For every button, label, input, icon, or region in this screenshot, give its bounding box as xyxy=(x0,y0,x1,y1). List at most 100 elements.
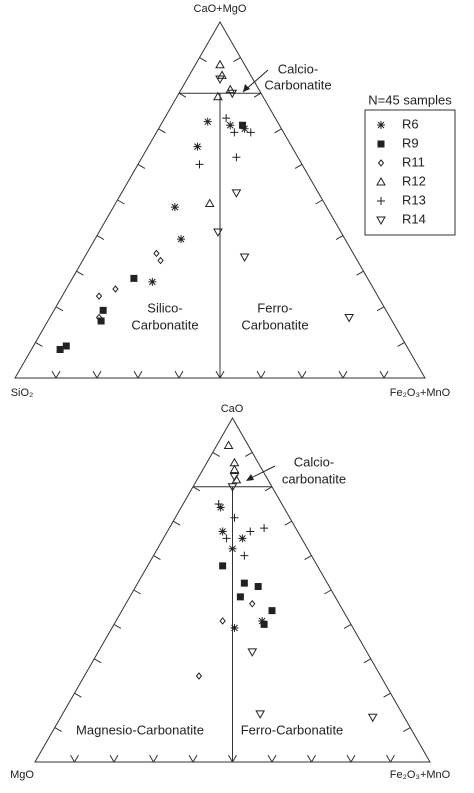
tick-mark xyxy=(346,754,352,763)
field-label: Carbonatite xyxy=(264,77,331,92)
tick-mark xyxy=(137,370,143,379)
tick-mark xyxy=(74,754,79,763)
tick-mark xyxy=(113,754,119,763)
tick-mark xyxy=(96,370,102,379)
left-label: SiO₂ xyxy=(11,387,34,399)
tick-mark xyxy=(215,370,221,379)
data-point xyxy=(344,313,355,323)
data-point xyxy=(236,593,244,601)
tick-mark xyxy=(264,486,273,492)
right-label: Fe₂O₃+MnO xyxy=(390,769,451,781)
data-point xyxy=(213,91,223,101)
tick-mark xyxy=(379,370,385,379)
tick-mark xyxy=(271,754,277,763)
data-point xyxy=(231,189,242,198)
data-point xyxy=(230,128,239,137)
data-point xyxy=(229,472,240,482)
legend-title: N=45 samples xyxy=(368,92,452,107)
tick-mark xyxy=(178,92,187,98)
field-label: carbonatite xyxy=(282,471,346,486)
data-point xyxy=(216,503,225,512)
tick-mark xyxy=(192,486,201,492)
data-point xyxy=(56,346,64,354)
data-point xyxy=(240,551,249,560)
data-point xyxy=(218,527,227,536)
data-point xyxy=(112,285,119,293)
tick-mark xyxy=(188,754,194,763)
legend-label: R12 xyxy=(402,173,426,188)
tick-mark xyxy=(307,754,312,763)
data-point xyxy=(232,153,241,162)
data-point xyxy=(195,160,204,169)
data-point xyxy=(246,527,255,536)
tick-mark xyxy=(301,370,307,379)
tick-mark xyxy=(232,754,237,763)
data-point xyxy=(203,117,212,126)
data-point xyxy=(227,483,238,492)
tick-mark xyxy=(335,235,344,241)
data-point xyxy=(215,59,225,69)
tick-mark xyxy=(267,754,273,763)
tick-mark xyxy=(274,128,282,134)
field-label: Carbonatite xyxy=(241,317,308,332)
tick-mark xyxy=(137,163,146,169)
tick-mark xyxy=(192,754,198,763)
data-point xyxy=(214,500,223,508)
data-point xyxy=(95,292,103,300)
tick-mark xyxy=(133,370,139,379)
legend-label: R9 xyxy=(402,135,419,150)
apex-label: CaO xyxy=(221,403,244,415)
tick-mark xyxy=(350,754,356,763)
data-point xyxy=(204,198,215,208)
tick-mark xyxy=(174,370,180,379)
field-label: Calcio- xyxy=(278,61,318,76)
data-point xyxy=(219,562,227,570)
data-point xyxy=(229,464,240,474)
tick-mark xyxy=(51,370,57,379)
data-point xyxy=(95,313,103,322)
tick-mark xyxy=(74,692,82,698)
tick-mark xyxy=(390,754,395,763)
apex-label: CaO+MgO xyxy=(194,3,247,15)
data-point xyxy=(230,623,239,632)
data-point xyxy=(240,124,249,133)
legend-label: R14 xyxy=(402,211,426,226)
tick-mark xyxy=(324,589,332,595)
tick-mark xyxy=(92,370,98,379)
tick-mark xyxy=(315,199,323,205)
tick-mark xyxy=(153,754,158,763)
data-point xyxy=(153,249,160,258)
tick-mark xyxy=(153,555,161,561)
legend-label: R13 xyxy=(402,192,426,207)
tick-mark xyxy=(356,270,364,276)
data-point xyxy=(249,599,256,608)
tick-mark xyxy=(117,199,125,205)
arrow-head xyxy=(243,84,250,92)
tick-mark xyxy=(342,370,348,379)
tick-mark xyxy=(343,623,352,629)
data-point xyxy=(367,713,378,723)
tick-mark xyxy=(109,754,115,763)
tick-mark xyxy=(172,520,181,526)
data-point xyxy=(229,457,240,467)
tick-mark xyxy=(233,57,241,63)
tick-mark xyxy=(76,270,84,276)
data-point xyxy=(177,235,186,244)
data-point xyxy=(238,534,247,543)
legend-marker xyxy=(377,121,385,129)
tick-mark xyxy=(212,451,220,457)
left-label: MgO xyxy=(10,769,34,781)
data-point xyxy=(222,534,231,543)
field-label: Calcio- xyxy=(294,454,334,469)
tick-mark xyxy=(403,727,411,733)
field-label: Ferro- xyxy=(257,300,292,315)
tick-mark xyxy=(386,754,391,763)
data-point xyxy=(239,121,247,129)
data-point xyxy=(239,253,250,262)
tick-mark xyxy=(397,341,405,347)
data-point xyxy=(240,579,248,587)
data-point xyxy=(255,710,266,719)
tick-mark xyxy=(228,754,233,763)
data-point xyxy=(225,84,236,94)
